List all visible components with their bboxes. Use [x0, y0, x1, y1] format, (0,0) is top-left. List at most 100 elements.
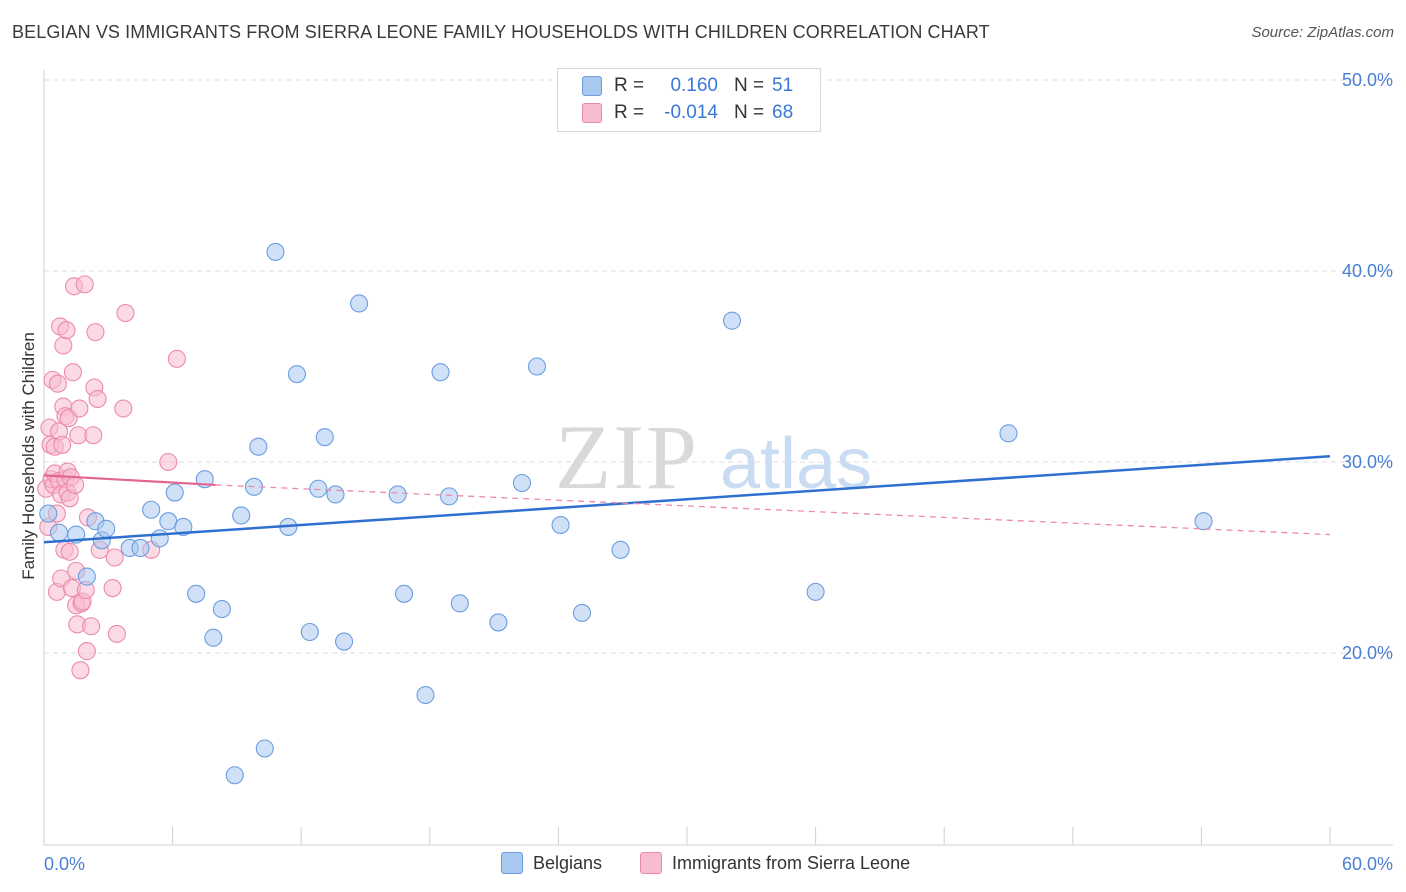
belgians-point — [187, 584, 206, 603]
sierra-leone-point — [167, 349, 186, 368]
belgians-point — [212, 600, 231, 619]
sierra-leone-point — [66, 475, 85, 494]
belgians-point — [350, 294, 369, 313]
belgians-point — [572, 603, 592, 622]
belgians-point — [806, 582, 825, 601]
belgians-point — [527, 357, 547, 376]
belgians-point — [309, 479, 328, 498]
belgians-point — [999, 424, 1018, 443]
sierra-leone-point — [84, 426, 103, 445]
belgians-point — [174, 517, 193, 536]
belgians-point — [326, 485, 345, 504]
legend-r-value: 0.160 — [670, 75, 718, 96]
belgians-point — [300, 622, 319, 642]
legend-swatch-belgians — [582, 76, 602, 96]
belgians-point — [204, 628, 223, 647]
belgians-point — [611, 540, 630, 559]
belgians-point — [722, 311, 742, 330]
sierra-leone-point — [107, 624, 126, 643]
bottom-legend-swatch-belgians — [501, 852, 523, 874]
belgians-point — [159, 512, 178, 531]
belgians-point — [450, 594, 469, 613]
y-axis-label: Family Households with Children — [19, 332, 38, 580]
stats-legend: R = 0.160 N = 51 R = -0.014 N = 68 — [557, 68, 821, 132]
y-tick-label: 50.0% — [1342, 70, 1393, 90]
sierra-leone-point — [71, 661, 90, 680]
y-tick-label: 30.0% — [1342, 452, 1393, 472]
grid-lines — [44, 79, 1393, 654]
legend-swatch-sierra-leone — [582, 103, 602, 123]
bottom-legend-label-sierra-leone: Immigrants from Sierra Leone — [672, 852, 911, 873]
belgians-point — [266, 242, 285, 261]
sierra-leone-trend-line — [43, 474, 216, 487]
legend-r-label: R = — [614, 75, 645, 96]
belgians-point — [49, 523, 69, 542]
belgians-point — [287, 365, 306, 384]
sierra-leone-point — [69, 426, 88, 445]
sierra-leone-point — [77, 642, 96, 661]
axes — [43, 70, 1393, 846]
bottom-legend-label-belgians: Belgians — [533, 852, 603, 873]
belgians-point — [388, 485, 407, 504]
belgians-point — [431, 363, 450, 382]
belgians-trend-line — [43, 455, 1331, 544]
sierra-leone-point — [54, 336, 73, 355]
sierra-leone-point — [103, 579, 122, 598]
source-label: Source: ZipAtlas.com — [1251, 24, 1394, 41]
sierra-leone-point — [63, 363, 82, 382]
bottom-legend: Belgians Immigrants from Sierra Leone — [0, 852, 1406, 878]
belgians-point — [165, 483, 184, 502]
legend-row-belgians: R = 0.160 N = 51 — [582, 73, 793, 99]
belgians-point — [232, 506, 251, 525]
belgians-point — [131, 538, 150, 558]
sierra-leone-point — [114, 399, 133, 418]
legend-n-label: N = — [734, 75, 765, 96]
belgians-point — [335, 632, 354, 651]
bottom-legend-sierra-leone[interactable]: Immigrants from Sierra Leone — [640, 852, 910, 874]
legend-n-value: 68 — [772, 102, 794, 123]
sierra-leone-trend-extension — [215, 484, 1331, 536]
belgians-point — [77, 567, 96, 586]
sierra-leone-point — [70, 399, 89, 418]
watermark-zip: ZIP — [555, 406, 699, 508]
belgians-point — [315, 428, 334, 447]
belgians-point — [39, 504, 58, 523]
y-tick-label: 40.0% — [1342, 261, 1393, 281]
belgians-point — [97, 519, 116, 538]
belgians-point — [551, 515, 570, 535]
sierra-leone-point — [53, 435, 72, 454]
watermark: ZIP atlas — [555, 406, 872, 508]
belgians-point — [1194, 512, 1213, 531]
sierra-leone-point — [57, 321, 76, 340]
y-tick-labels: 20.0% 30.0% 40.0% 50.0% — [1342, 70, 1393, 663]
belgians-point — [249, 437, 268, 456]
belgians-point — [225, 766, 244, 785]
trend-lines — [43, 455, 1331, 544]
sierra-leone-point — [116, 303, 135, 323]
legend-n-value: 51 — [772, 75, 794, 96]
legend-r-label: R = — [614, 102, 645, 123]
chart-title: BELGIAN VS IMMIGRANTS FROM SIERRA LEONE … — [12, 22, 990, 42]
x-tick-max: 60.0% — [1342, 854, 1393, 874]
legend-n-label: N = — [734, 102, 765, 123]
belgians-point — [142, 500, 161, 519]
belgians-point — [395, 584, 414, 603]
sierra-leone-point — [82, 617, 101, 636]
bottom-legend-belgians[interactable]: Belgians — [501, 852, 602, 874]
belgians-point — [489, 613, 508, 632]
belgians-point — [416, 685, 435, 705]
belgians-point — [440, 487, 459, 506]
y-tick-label: 20.0% — [1342, 643, 1393, 663]
legend-r-value: -0.014 — [664, 102, 718, 123]
series-sierra-leone-points — [37, 275, 186, 680]
watermark-atlas: atlas — [720, 424, 872, 504]
x-tick-min: 0.0% — [44, 854, 85, 874]
bottom-legend-swatch-sierra-leone — [640, 852, 662, 874]
series-belgians-points — [39, 242, 1213, 785]
sierra-leone-point — [48, 374, 67, 393]
belgians-point — [150, 529, 169, 548]
sierra-leone-point — [86, 323, 105, 342]
sierra-leone-point — [60, 542, 79, 561]
belgians-point — [512, 473, 532, 493]
